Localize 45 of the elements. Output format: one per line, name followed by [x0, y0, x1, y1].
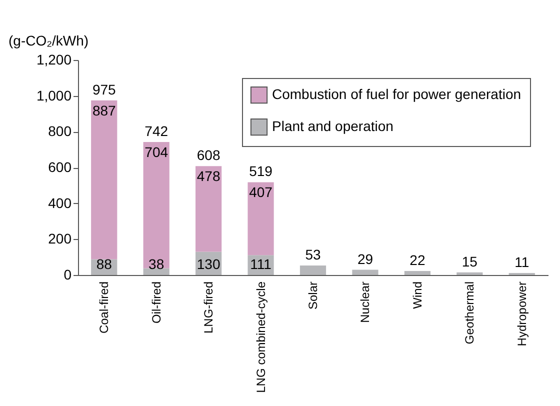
x-tick-label: Geothermal	[462, 282, 477, 344]
x-tick-label: Oil-fired	[149, 282, 164, 324]
total-label: 975	[92, 81, 116, 98]
total-label: 742	[144, 123, 168, 140]
x-tick-label: Solar	[306, 282, 320, 310]
data-label: 29	[357, 250, 374, 267]
data-label: 88	[96, 256, 112, 272]
bar	[352, 270, 378, 275]
data-label: 130	[196, 256, 220, 272]
total-label: 608	[196, 147, 220, 164]
y-tick-label: 800	[48, 123, 72, 140]
y-tick-label: 200	[48, 230, 72, 247]
y-tick-label: 0	[64, 266, 72, 282]
bar	[300, 266, 326, 275]
x-tick-label: Wind	[410, 282, 424, 309]
data-label: 478	[196, 168, 220, 184]
bar	[196, 166, 222, 252]
data-label: 111	[250, 256, 272, 272]
x-tick-label: Hydropower	[514, 282, 529, 346]
x-tick-label: Nuclear	[358, 282, 372, 323]
data-label: 53	[305, 246, 321, 263]
bar	[248, 182, 274, 256]
data-label: 407	[249, 184, 273, 200]
data-label: 38	[148, 256, 164, 272]
data-label: 704	[144, 144, 168, 160]
data-label: 15	[462, 253, 478, 270]
x-tick-label: LNG combined-cycle	[254, 281, 268, 393]
y-axis-title: (g-CO₂/kWh)	[8, 32, 89, 48]
legend-label: Combustion of fuel for power generation	[272, 86, 522, 102]
legend-label: Plant and operation	[272, 118, 394, 134]
data-label: 22	[410, 252, 426, 268]
data-label: 887	[92, 102, 116, 118]
y-tick-label: 1,000	[36, 87, 72, 104]
x-tick-label: Coal-fired	[97, 282, 112, 334]
bar	[91, 100, 118, 260]
y-tick-label: 1,200	[36, 52, 72, 68]
bar	[143, 142, 170, 268]
bar	[404, 271, 430, 275]
y-tick-label: 400	[48, 194, 72, 211]
bar	[143, 268, 170, 275]
y-tick-label: 600	[48, 159, 72, 175]
data-label: 11	[514, 254, 530, 270]
x-tick-label: LNG-fired	[202, 282, 216, 334]
total-label: 519	[249, 163, 273, 180]
bar	[456, 272, 483, 275]
